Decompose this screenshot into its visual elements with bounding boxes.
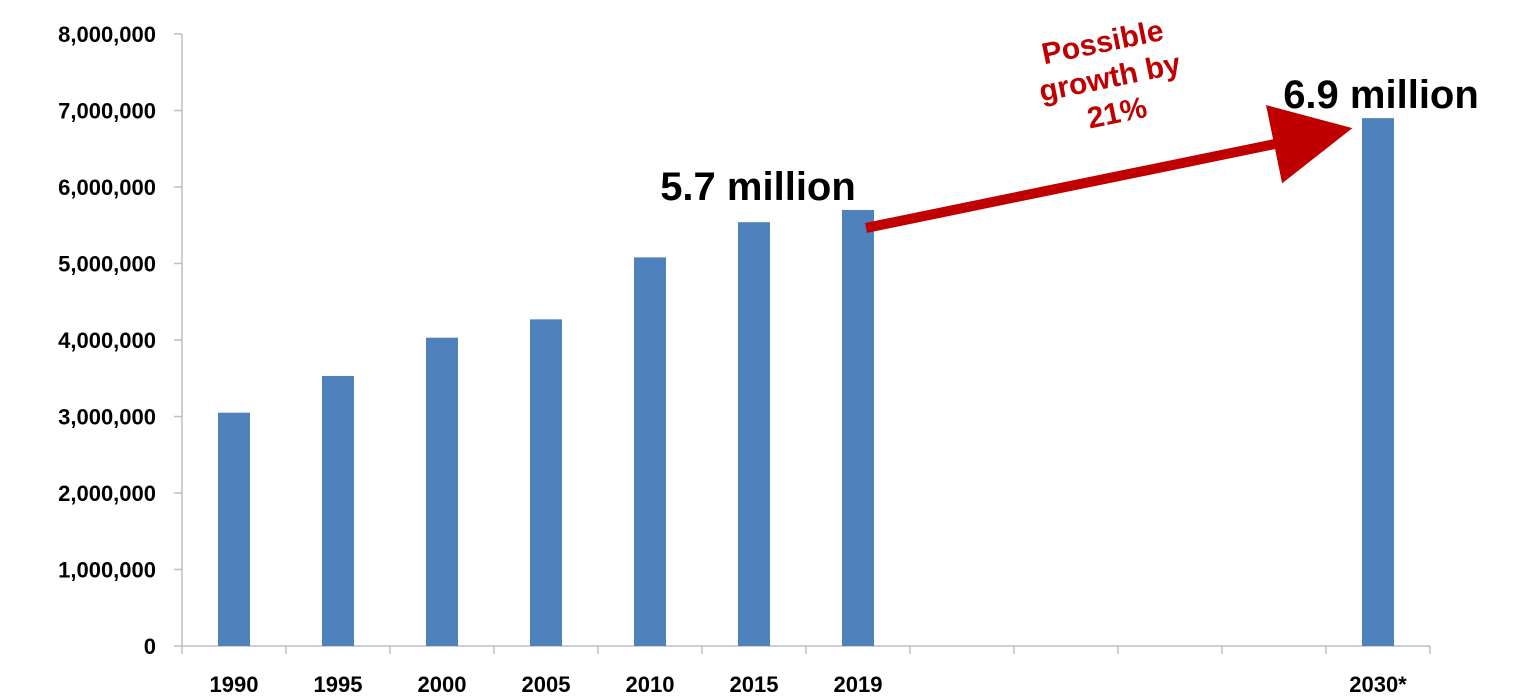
bar [530, 319, 562, 646]
bar [842, 209, 874, 646]
current-value-label: 5.7 million [660, 165, 856, 209]
axes [174, 33, 1431, 654]
y-tick-label: 7,000,000 [58, 99, 156, 124]
bar [218, 412, 250, 646]
bar [322, 375, 354, 646]
y-tick-label: 3,000,000 [58, 405, 156, 430]
y-tick-label: 5,000,000 [58, 252, 156, 277]
x-tick-label: 1995 [314, 672, 363, 697]
x-tick-label: 2019 [834, 672, 883, 697]
bar [634, 257, 666, 646]
y-tick-label: 0 [144, 634, 156, 659]
bars [218, 118, 1394, 646]
tick-labels: 0 1,000,000 2,000,000 3,000,000 4,000,000 5,0… [58, 22, 1407, 697]
x-tick-label: 2000 [418, 672, 467, 697]
growth-annotation: Possible growth by 21% [1036, 14, 1183, 135]
bar [426, 337, 458, 646]
y-tick-label: 2,000,000 [58, 481, 156, 506]
y-tick-label: 8,000,000 [58, 22, 156, 47]
x-tick-label: 2005 [522, 672, 571, 697]
x-tick-label: 2015 [730, 672, 779, 697]
y-tick-label: 6,000,000 [58, 175, 156, 200]
y-tick-label: 1,000,000 [58, 558, 156, 583]
future-value-label: 6.9 million [1283, 73, 1479, 117]
x-tick-label: 2030* [1349, 672, 1407, 697]
x-tick-label: 2010 [626, 672, 675, 697]
bar [1362, 118, 1394, 646]
y-tick-label: 4,000,000 [58, 328, 156, 353]
x-tick-label: 1990 [210, 672, 259, 697]
growth-arrow [864, 105, 1353, 233]
bar [738, 222, 770, 646]
